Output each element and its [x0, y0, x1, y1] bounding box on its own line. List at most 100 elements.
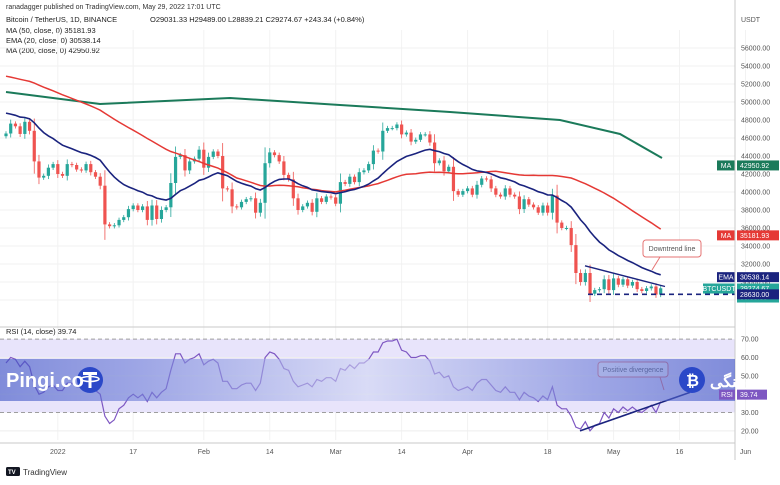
candle-body	[277, 155, 281, 162]
candle-body	[122, 217, 126, 220]
price-axis-tags: MA42950.92MA35181.93EMA30538.14BTCUSDT29…	[702, 160, 779, 303]
x-tick-label: 2022	[50, 449, 66, 456]
candle-body	[461, 191, 465, 195]
candle-body	[381, 130, 385, 152]
x-axis: 202217Feb14Mar14Apr18May16Jun13	[50, 449, 751, 456]
candle-body	[522, 199, 526, 210]
candle-body	[541, 205, 545, 213]
candle-body	[178, 155, 182, 157]
pingi-watermark-persian: پینگی	[710, 372, 747, 392]
candle-body	[560, 222, 564, 228]
candle-body	[206, 156, 211, 168]
candle-body	[385, 128, 390, 131]
price-tick-label: 32000.00	[741, 262, 770, 269]
candle-body	[546, 205, 550, 213]
candle-body	[254, 198, 258, 213]
candle-body	[593, 290, 597, 294]
candle-body	[635, 282, 639, 290]
x-tick-label: 18	[544, 449, 552, 456]
rsi-tag: RSI 39.74	[719, 389, 767, 400]
candle-body	[423, 134, 427, 136]
rsi-tag-value: 39.74	[740, 392, 758, 399]
candle-body	[626, 279, 630, 286]
candle-body	[164, 207, 168, 210]
x-tick-label: May	[607, 449, 621, 456]
candle-body	[649, 286, 653, 289]
candle-body	[414, 139, 418, 142]
candle-body	[263, 163, 267, 203]
x-tick-label: Apr	[462, 449, 474, 456]
ema20-line	[5, 112, 661, 276]
ma50-tag-value-bg	[737, 230, 779, 241]
candle-body	[258, 202, 262, 213]
rsi-tick-label: 30.00	[741, 410, 759, 417]
candle-body	[536, 207, 540, 213]
candle-body	[329, 196, 333, 198]
candle-body	[140, 206, 145, 210]
candle-body	[131, 205, 135, 210]
ma200-line	[5, 91, 663, 159]
price-tick-label: 46000.00	[741, 136, 770, 143]
candle-body	[376, 150, 380, 152]
candle-body	[343, 182, 347, 184]
ma200-legend: MA (200, close, 0) 42950.92	[6, 46, 100, 55]
candle-body	[362, 170, 366, 173]
candle-body	[447, 166, 451, 172]
ohlc-readout: O29031.33 H29489.00 L28839.21 C29274.67 …	[150, 15, 365, 24]
candle-body	[230, 189, 234, 207]
candle-body	[225, 188, 229, 190]
tradingview-logo-icon: TV	[6, 467, 20, 476]
price-tick-label: 40000.00	[741, 190, 770, 197]
downtrend-callout-label: Downtrend line	[649, 246, 696, 253]
btc-label: BTCUSDT	[702, 286, 736, 293]
ma50-tag-label-bg	[717, 230, 735, 241]
price-tick-label: 38000.00	[741, 208, 770, 215]
candle-body	[588, 273, 592, 294]
candle-body	[630, 282, 635, 286]
candle-body	[489, 179, 493, 189]
candle-body	[89, 164, 93, 173]
candle-body	[611, 278, 616, 291]
support-tag-value: 28630.00	[740, 292, 769, 299]
pingi-watermark-text: Pingi.co	[6, 370, 84, 392]
candle-body	[465, 188, 470, 192]
price-tick-label: 36000.00	[741, 226, 770, 233]
candle-body	[46, 167, 50, 176]
candle-body	[644, 288, 649, 291]
rsi-tag-label: RSI	[721, 392, 733, 399]
candle-body	[136, 205, 140, 210]
candle-body	[145, 206, 149, 220]
candle-body	[508, 188, 512, 195]
candle-body	[291, 179, 295, 199]
ema20-tag-value-bg	[737, 272, 779, 283]
candle-body	[404, 132, 408, 135]
candle-body	[371, 150, 375, 165]
candle-body	[357, 172, 361, 183]
candle-body	[451, 166, 456, 192]
candle-body	[324, 196, 328, 202]
candle-body	[93, 172, 98, 177]
svg-text:TV: TV	[8, 470, 16, 476]
candle-body	[400, 124, 404, 135]
ema20-tag-label: EMA	[718, 275, 734, 282]
candle-body	[531, 204, 536, 208]
ma50-line	[5, 75, 662, 230]
candle-body	[56, 164, 60, 174]
candle-body	[428, 134, 432, 143]
candle-body	[70, 164, 74, 166]
candle-body	[32, 130, 36, 162]
footer-brand: TradingView	[23, 468, 67, 477]
candle-body	[640, 289, 644, 291]
price-tick-label: 56000.00	[741, 46, 770, 53]
x-tick-label: Feb	[198, 449, 210, 456]
candle-body	[268, 152, 272, 164]
candle-body	[319, 198, 324, 202]
candle-body	[654, 286, 658, 295]
candle-body	[79, 169, 83, 171]
ma200-tag-value: 42950.92	[740, 163, 769, 170]
candle-body	[249, 198, 253, 200]
tether-logo-icon	[77, 367, 103, 393]
price-tick-label: 30000.00	[741, 280, 770, 287]
x-tick-label: 14	[266, 449, 274, 456]
